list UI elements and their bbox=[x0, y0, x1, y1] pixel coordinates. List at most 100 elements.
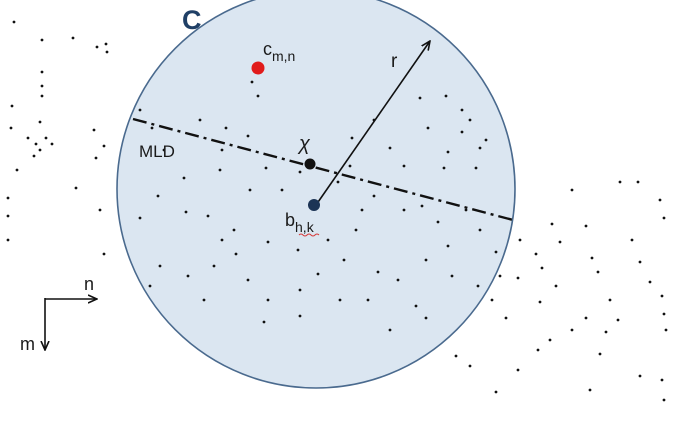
scatter-point bbox=[280, 188, 284, 192]
scatter-point bbox=[442, 166, 446, 170]
scatter-point bbox=[468, 118, 472, 122]
scatter-point bbox=[662, 312, 666, 316]
scatter-point bbox=[348, 164, 352, 168]
circle-label: C bbox=[182, 5, 202, 35]
scatter-point bbox=[202, 298, 206, 302]
scatter-point bbox=[598, 352, 602, 356]
scatter-point bbox=[474, 166, 478, 170]
scatter-point bbox=[12, 20, 16, 24]
scatter-point bbox=[94, 156, 98, 160]
highlight-label-base: c bbox=[263, 39, 272, 59]
scatter-point bbox=[616, 318, 620, 322]
scatter-point bbox=[256, 94, 260, 98]
scatter-point bbox=[554, 284, 558, 288]
scatter-point bbox=[105, 50, 109, 54]
scatter-point bbox=[396, 278, 400, 282]
scatter-point bbox=[336, 180, 340, 184]
scatter-point bbox=[148, 284, 152, 288]
scatter-point bbox=[102, 144, 106, 148]
scatter-point bbox=[590, 256, 594, 260]
scatter-point bbox=[450, 274, 454, 278]
scatter-point bbox=[232, 228, 236, 232]
scatter-point bbox=[494, 250, 498, 254]
scatter-point bbox=[184, 210, 188, 214]
scatter-point bbox=[40, 38, 44, 42]
mld-line bbox=[132, 117, 514, 222]
scatter-point bbox=[248, 188, 252, 192]
scatter-point bbox=[156, 194, 160, 198]
scatter-point bbox=[454, 354, 458, 358]
scatter-point bbox=[354, 228, 358, 232]
center-label-subscript: h,k bbox=[295, 219, 315, 235]
scatter-point bbox=[186, 274, 190, 278]
scatter-point bbox=[6, 196, 10, 200]
scatter-point bbox=[468, 364, 472, 368]
scatter-point bbox=[604, 330, 608, 334]
scatter-point bbox=[638, 374, 642, 378]
scatter-point bbox=[298, 170, 302, 174]
scatter-point bbox=[15, 168, 19, 172]
scatter-point bbox=[618, 180, 622, 184]
highlight-label: cm,n bbox=[263, 39, 295, 64]
scatter-point bbox=[98, 208, 102, 212]
scatter-point bbox=[38, 120, 42, 124]
scatter-points bbox=[6, 20, 668, 402]
scatter-point bbox=[38, 148, 42, 152]
centroid-dot bbox=[304, 158, 316, 170]
scatter-point bbox=[570, 328, 574, 332]
scatter-point bbox=[478, 146, 482, 150]
scatter-point bbox=[534, 252, 538, 256]
scatter-point bbox=[102, 252, 106, 256]
scatter-point bbox=[494, 390, 498, 394]
scatter-point bbox=[298, 288, 302, 292]
center-label: bh,k bbox=[285, 210, 315, 235]
scatter-point bbox=[74, 186, 78, 190]
scatter-point bbox=[584, 224, 588, 228]
scatter-point bbox=[538, 300, 542, 304]
scatter-point bbox=[44, 136, 48, 140]
scatter-point bbox=[218, 168, 222, 172]
scatter-point bbox=[298, 314, 302, 318]
scatter-point bbox=[548, 338, 552, 342]
scatter-point bbox=[584, 316, 588, 320]
spellcheck-underline bbox=[298, 233, 320, 237]
scatter-point bbox=[420, 204, 424, 208]
scatter-point bbox=[418, 96, 422, 100]
scatter-point bbox=[10, 104, 14, 108]
centroid-label: χ bbox=[297, 133, 311, 155]
scatter-point bbox=[264, 166, 268, 170]
scatter-point bbox=[224, 126, 228, 130]
scatter-point bbox=[220, 148, 224, 152]
scatter-point bbox=[246, 278, 250, 282]
scatter-point bbox=[630, 238, 634, 242]
scatter-point bbox=[6, 214, 10, 218]
scatter-point bbox=[636, 180, 640, 184]
scatter-point bbox=[608, 298, 612, 302]
scatter-point bbox=[414, 304, 418, 308]
scatter-point bbox=[662, 398, 666, 402]
scatter-point bbox=[540, 266, 544, 270]
scatter-point bbox=[266, 240, 270, 244]
scatter-point bbox=[660, 294, 664, 298]
scatter-point bbox=[464, 208, 468, 212]
scatter-point bbox=[648, 280, 652, 284]
scatter-point bbox=[444, 94, 448, 98]
scatter-point bbox=[296, 248, 300, 252]
scatter-point bbox=[446, 244, 450, 248]
scatter-point bbox=[50, 142, 54, 146]
scatter-point bbox=[596, 270, 600, 274]
scatter-point bbox=[460, 130, 464, 134]
scatter-point bbox=[92, 128, 96, 132]
scatter-point bbox=[34, 142, 38, 146]
scatter-point bbox=[366, 298, 370, 302]
region-circle bbox=[116, 0, 516, 389]
scatter-point bbox=[516, 276, 520, 280]
scatter-point bbox=[40, 84, 44, 88]
scatter-point bbox=[478, 228, 482, 232]
scatter-point bbox=[570, 188, 574, 192]
scatter-point bbox=[234, 252, 238, 256]
scatter-point bbox=[6, 238, 10, 242]
scatter-point bbox=[388, 328, 392, 332]
mld-label: MLD bbox=[139, 142, 175, 161]
scatter-point bbox=[536, 348, 540, 352]
